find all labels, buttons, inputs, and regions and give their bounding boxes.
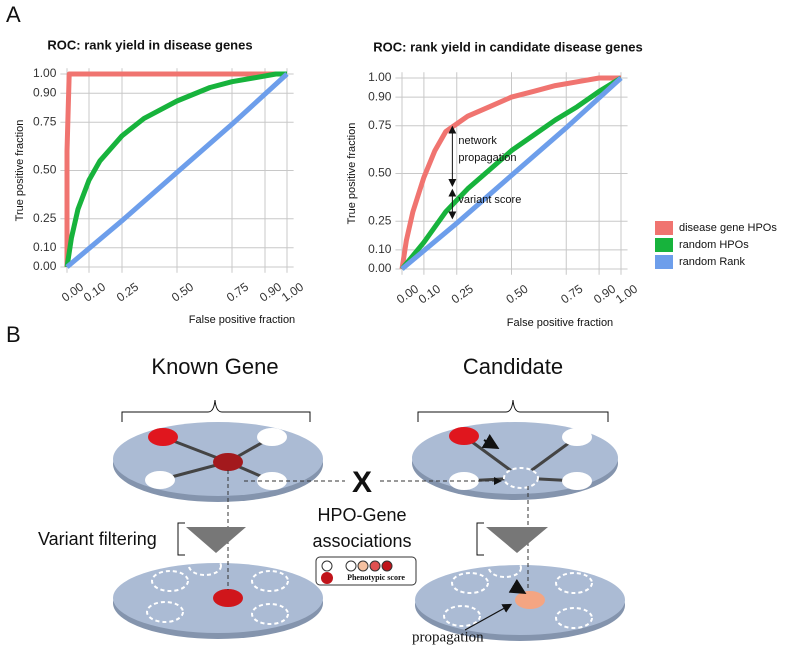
chart-title: ROC: rank yield in disease genes (47, 37, 252, 52)
legend-swatch (655, 221, 673, 235)
legend-swatch (655, 238, 673, 252)
node-empty-group (146, 556, 289, 625)
node (213, 589, 243, 607)
node (257, 428, 287, 446)
y-tick-label: 0.25 (368, 213, 392, 227)
x-tick-label: 0.10 (416, 281, 443, 306)
y-tick-label: 0.50 (368, 166, 392, 180)
label: Phenotypic score (347, 573, 405, 582)
legend-label: random Rank (679, 256, 746, 268)
node (148, 428, 178, 446)
chart-title: ROC: rank yield in candidate disease gen… (373, 39, 642, 54)
icon (321, 572, 333, 584)
label: Variant filtering (38, 529, 157, 549)
y-tick-label: 0.75 (33, 114, 57, 128)
legend-label: random HPOs (679, 239, 749, 251)
y-tick-label: 1.00 (368, 70, 392, 84)
annotation: network (458, 135, 497, 147)
node (449, 427, 479, 445)
brace (121, 399, 311, 422)
funnel (486, 527, 548, 553)
node (145, 471, 175, 489)
y-tick-label: 0.00 (368, 261, 392, 275)
label: associations (312, 531, 411, 551)
annotation: variant score (458, 194, 521, 206)
y-tick-label: 1.00 (33, 66, 57, 80)
y-tick-label: 0.75 (368, 118, 392, 132)
node (562, 472, 592, 490)
line (399, 75, 621, 270)
node (213, 453, 243, 471)
node (562, 428, 592, 446)
y-tick-label: 0.90 (368, 89, 392, 103)
chart: 0.000.10 0.25 0.50 0.75 0.901.000.000.100.25… (14, 37, 306, 325)
cross: X (352, 466, 372, 499)
line (65, 72, 289, 269)
legend-swatch (655, 255, 673, 269)
bracket (177, 522, 185, 556)
label: HPO-Gene (317, 505, 406, 525)
legend-label: disease gene HPOs (679, 222, 777, 234)
line (400, 76, 623, 271)
y-tick-label: 0.00 (33, 259, 57, 273)
label: propagation (412, 629, 484, 645)
line (64, 71, 287, 267)
brace (417, 399, 609, 422)
line (64, 71, 287, 268)
x-tick-label: 0.50 (169, 279, 196, 304)
panel-label: A (6, 2, 21, 27)
group-title: Known Gene (151, 354, 278, 379)
funnel (186, 527, 246, 553)
node-empty-group (443, 558, 593, 629)
icon (381, 560, 393, 572)
x-tick-label: 0.25 (449, 281, 476, 306)
x-tick-label: 1.00 (613, 281, 640, 306)
y-tick-label: 0.25 (33, 211, 57, 225)
x-tick-label: 0.75 (224, 279, 251, 304)
y-tick-label: 0.50 (33, 163, 57, 177)
arrow (481, 434, 500, 450)
chart: 0.000.10 0.25 0.50 0.75 0.901.000.000.100.25… (346, 39, 777, 328)
node-empty (503, 467, 539, 489)
x-axis-label: False positive fraction (189, 314, 295, 326)
icon (321, 560, 333, 572)
icon (357, 560, 369, 572)
x-tick-label: 1.00 (279, 279, 306, 304)
bracket (476, 522, 484, 556)
annotation: propagation (458, 152, 516, 164)
y-axis-label: True positive fraction (346, 123, 358, 225)
x-tick-label: 0.50 (503, 281, 530, 306)
x-tick-label: 0.75 (558, 281, 585, 306)
group-title: Candidate (463, 354, 563, 379)
arrow (464, 603, 513, 631)
y-tick-label: 0.10 (368, 242, 392, 256)
y-tick-label: 0.90 (33, 85, 57, 99)
diagram: Known Gene Candidate (38, 354, 625, 645)
x-axis-label: False positive fraction (507, 317, 613, 329)
x-tick-label: 0.25 (114, 279, 141, 304)
node (515, 591, 545, 609)
icon (369, 560, 381, 572)
line (400, 75, 623, 271)
icon (345, 560, 357, 572)
panel-label: B (6, 322, 21, 347)
y-tick-label: 0.10 (33, 240, 57, 254)
x-tick-label: 0.10 (81, 279, 108, 304)
arrow (508, 578, 527, 595)
y-axis-label: True positive fraction (14, 120, 26, 222)
